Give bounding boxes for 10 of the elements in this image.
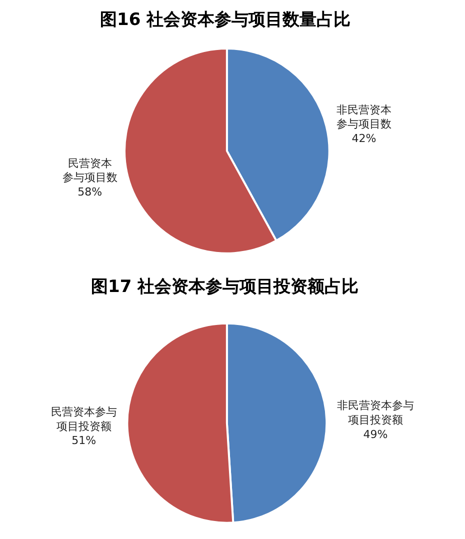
- slice-label: 民营资本参与项目投资额: [50, 405, 117, 433]
- chart-title: 图17 社会资本参与项目投资额占比: [91, 277, 359, 297]
- slice-label: 民营资本参与项目数: [62, 156, 118, 184]
- slice-label: 非民营资本参与项目投资额: [336, 399, 414, 426]
- data-label: 58%: [78, 185, 102, 198]
- chart-title: 图16 社会资本参与项目数量占比: [100, 10, 351, 30]
- data-label: 49%: [363, 428, 388, 441]
- slice-label: 非民营资本参与项目数: [336, 103, 392, 131]
- data-label: 42%: [352, 132, 376, 145]
- data-label: 51%: [72, 434, 96, 448]
